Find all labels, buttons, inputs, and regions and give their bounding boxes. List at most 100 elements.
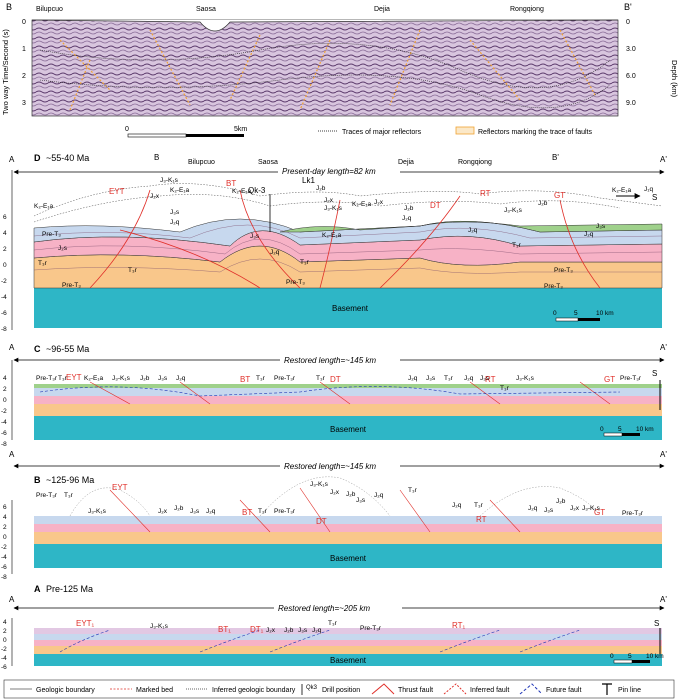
c-unit-17: J₃-K₁s (516, 375, 535, 382)
b-unit-14: J₂q (374, 492, 384, 499)
b-unit-5: J₂b (174, 505, 184, 512)
d-tick-3: 0 (3, 262, 7, 269)
c-unit-5: J₂b (140, 375, 150, 382)
d-unit-J3K1: J₃-K₁s (160, 177, 179, 184)
b-unit-19: J₃s (544, 507, 554, 514)
c-fault-bt: BT (240, 375, 250, 384)
legend-pin-label: Pin line (618, 687, 641, 694)
seismic-place-1: Bilupcuo (36, 6, 63, 13)
c-unit-4: J₃-K₁s (112, 375, 131, 382)
c-basement-label: Basement (330, 425, 367, 434)
d-unit-J3s: J₃s (170, 209, 180, 216)
left-tick-2: 2 (22, 73, 26, 80)
d-unit-J3K1s2: J₃-K₁s (504, 207, 523, 214)
c-fault-gt: GT (604, 375, 615, 384)
legend-geologic-label: Geologic boundary (36, 687, 95, 694)
d-tick-0: 6 (3, 214, 7, 221)
b-tick-1: 4 (3, 514, 7, 521)
right-tick-3: 9.0 (626, 100, 636, 107)
d-unit-K2Ea3: K₂-E₁a (232, 188, 252, 195)
section-d-B: B (154, 153, 159, 162)
d-scale-bar: 0 5 10 km (553, 310, 614, 322)
section-d-letter: D (34, 153, 41, 163)
c-tick-5: -6 (1, 430, 7, 437)
seismic-scale-bar: 0 5km (125, 126, 247, 138)
a-unit-5: J₂q (312, 627, 322, 634)
d-unit-K2Ea5: K₂-E₁a (612, 187, 632, 194)
section-a-letter: A (34, 584, 41, 594)
d-unit-T3r2: T₃r (128, 267, 138, 274)
a-j2x (34, 628, 662, 634)
b-unit-15: T₃r (408, 487, 418, 494)
d-unit-K2Ea2: K₂-E₁a (170, 187, 190, 194)
b-faults (109, 487, 521, 533)
a-basement-label: Basement (330, 656, 367, 665)
c-k2e (34, 384, 662, 388)
c-scale-10: 10 km (636, 426, 654, 433)
d-unit-Jq5: J₂q (468, 227, 478, 234)
a-tick-4: -4 (1, 655, 7, 662)
c-fault-dt: DT (330, 375, 341, 384)
left-tick-0: 0 (22, 19, 26, 26)
b-tick-3: 0 (3, 534, 7, 541)
d-tick-4: -2 (1, 278, 7, 285)
d-fault-eyt: EYT (109, 187, 125, 196)
section-a-A-prime: A' (660, 595, 667, 604)
d-well2-label: Lk1 (302, 176, 315, 185)
d-s-label: S (652, 193, 657, 202)
b-axis: 6 4 2 0 -2 -4 -6 -8 (1, 500, 13, 581)
section-b-A-prime: A' (660, 450, 667, 459)
c-tick-0: 4 (3, 375, 7, 382)
b-tick-6: -6 (1, 564, 7, 571)
b-unit-18: J₂q (528, 505, 538, 512)
c-unit-18: Pre-T₃r (620, 375, 642, 382)
a-unit-7: Pre-T₃r (360, 625, 382, 632)
legend-well-code: Qk3 (306, 685, 318, 691)
d-axis: 6 4 2 0 -2 -4 -6 -8 (1, 170, 13, 333)
legend-inferred-label: Inferred geologic boundary (212, 687, 296, 694)
d-well-label: Qk-3 (248, 186, 266, 195)
seismic-scale-start: 0 (125, 126, 129, 133)
d-unit-J2b3: J₂b (404, 205, 414, 212)
d-unit-Jq3: J₂q (402, 215, 412, 222)
b-unit-23: Pre-T₃r (622, 510, 644, 517)
c-t3r (34, 396, 662, 404)
c-tick-3: -2 (1, 408, 7, 415)
b-unit-1: Pre-T₃r (36, 492, 58, 499)
d-unit-K2Ea4: K₂-E₁a (352, 201, 372, 208)
b-unit-12: J₂b (346, 491, 356, 498)
d-unit-J2b: J₂b (316, 185, 326, 192)
a-unit-labels: J₃-K₁s J₂x J₂b J₃s J₂q T₃r Pre-T₃r (150, 620, 382, 634)
b-unit-7: J₂q (206, 508, 216, 515)
b-unit-2: T₃r (64, 492, 74, 499)
d-tick-6: -6 (1, 310, 7, 317)
c-tick-4: -4 (1, 419, 7, 426)
right-tick-0: 0 (626, 19, 630, 26)
c-fault-eyt: EYT (66, 373, 82, 382)
section-a-length-label: Restored length=~205 km (278, 604, 370, 613)
b-fault-dt: DT (316, 517, 327, 526)
a-unit-2: J₂x (266, 627, 276, 634)
d-unit-Js3: J₃s (250, 233, 260, 240)
legend-future-swatch (519, 683, 543, 695)
b-unit-11: J₂x (330, 489, 340, 496)
a-unit-3: J₂b (284, 627, 294, 634)
section-a-age: Pre-125 Ma (46, 584, 93, 594)
d-scale-5: 5 (574, 310, 578, 317)
c-unit-7: J₂q (176, 375, 186, 382)
a-scale-5: 5 (628, 653, 632, 660)
d-bed-lines (33, 224, 663, 274)
a-j2q (34, 634, 662, 640)
d-fault-gt: GT (554, 191, 565, 200)
legend-fault-label: Reflectors marking the trace of faults (478, 129, 592, 136)
legend-inferred-fault-label: Inferred fault (470, 687, 509, 694)
b-unit-6: J₃s (190, 508, 200, 515)
b-pre-t3 (34, 532, 662, 544)
d-unit-Jx3: J₂x (374, 199, 384, 206)
b-tick-7: -8 (1, 574, 7, 581)
seismic-major-reflectors (39, 43, 611, 109)
b-basement (34, 544, 662, 568)
c-unit-8: T₃r (256, 375, 266, 382)
d-unit-Jq: J₁q (644, 186, 653, 193)
c-tick-1: 2 (3, 386, 7, 393)
